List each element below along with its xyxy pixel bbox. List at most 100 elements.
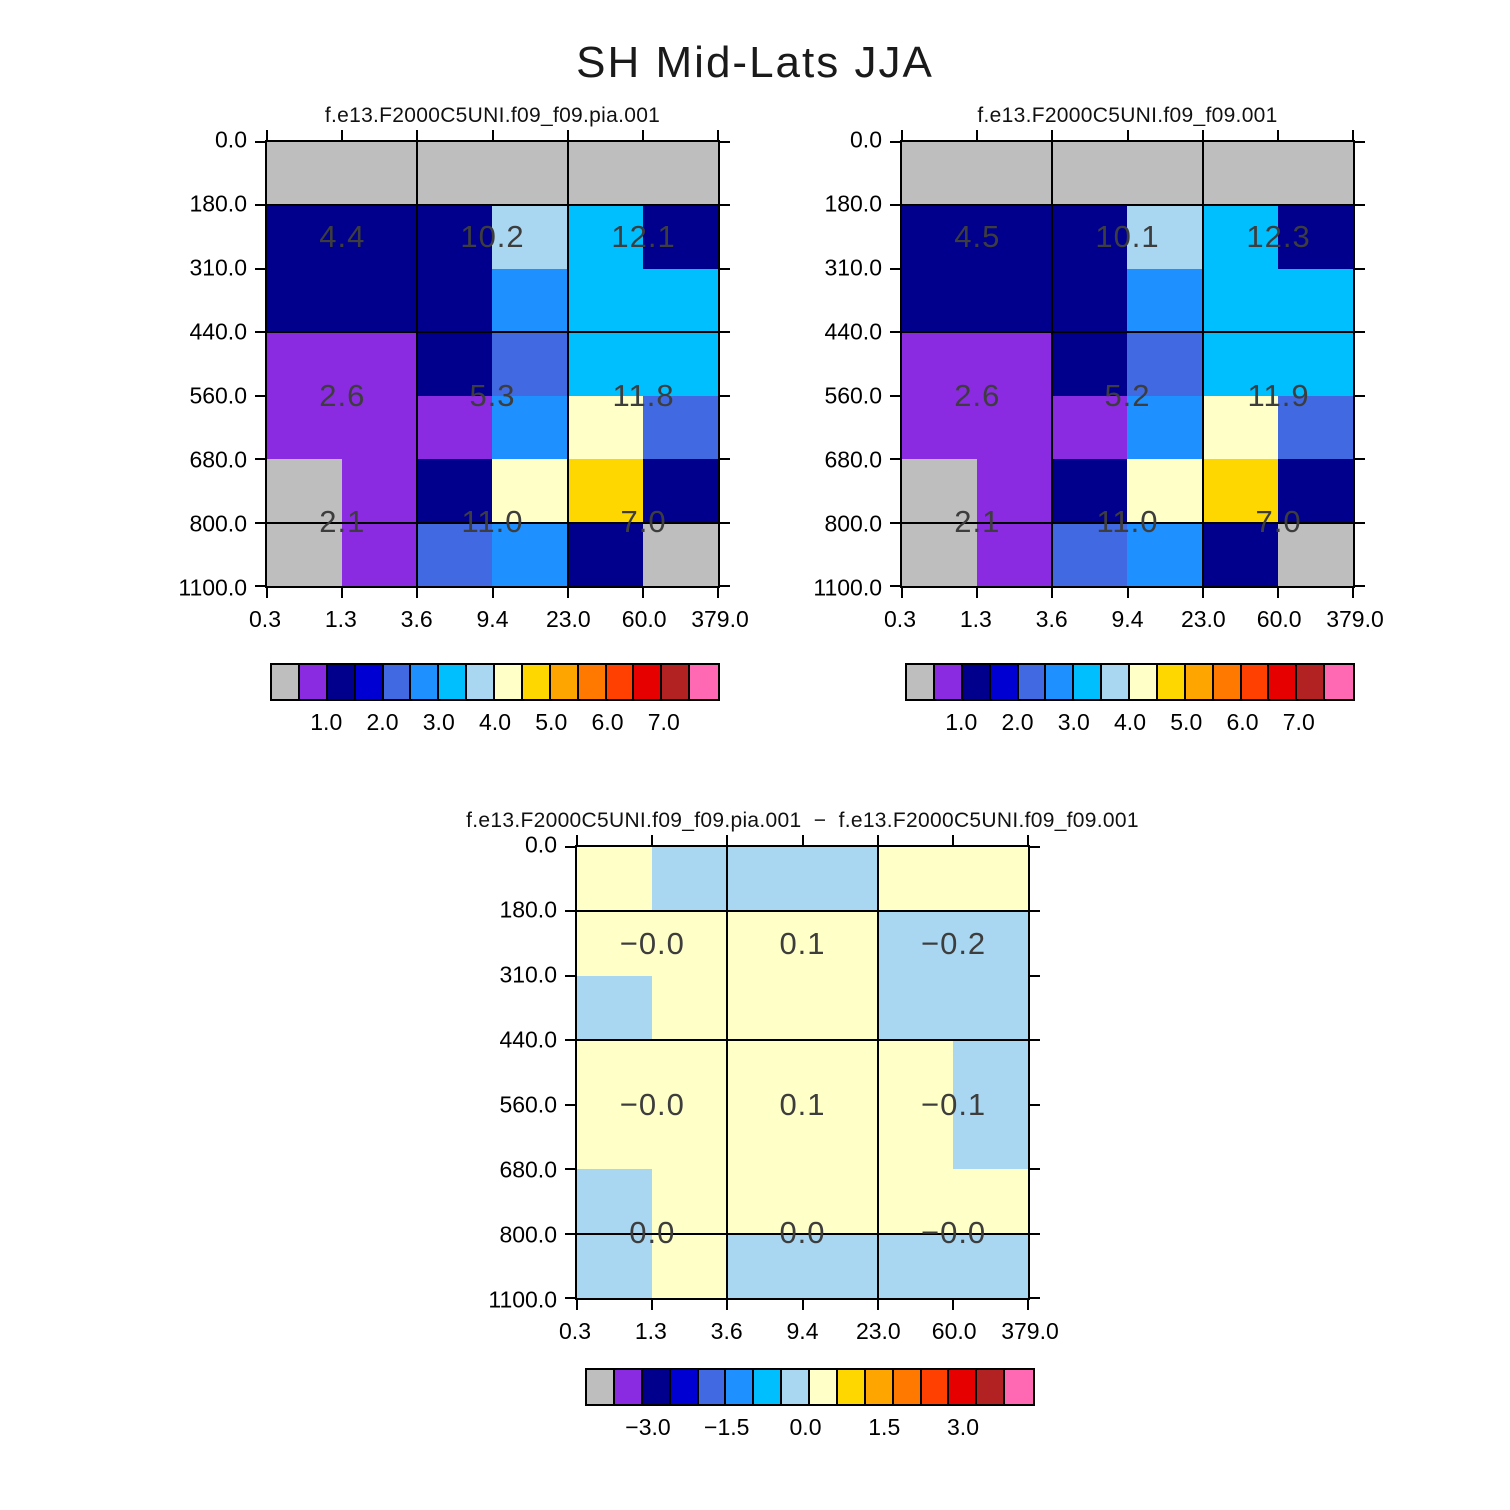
axis-tick <box>890 204 900 207</box>
heatmap-cell <box>977 268 1053 333</box>
axis-tick <box>1276 130 1279 140</box>
heatmap-cell <box>727 1233 803 1298</box>
heatmap-cell <box>1277 395 1353 460</box>
y-axis-tick-label: 0.0 <box>850 126 882 153</box>
heatmap-cell <box>1127 522 1203 586</box>
heatmap-cell <box>802 847 878 912</box>
x-axis-tick-label: 3.6 <box>1035 606 1068 632</box>
axis-tick <box>1355 521 1365 524</box>
block-gridline-vertical <box>566 142 569 586</box>
axis-tick <box>1030 1168 1040 1171</box>
block-gridline-horizontal <box>267 521 718 524</box>
colorbar-segment-orangered <box>1241 665 1270 699</box>
colorbar-segment-deepskyblue <box>754 1370 783 1404</box>
colorbar-tick-label: 5.0 <box>1170 709 1203 735</box>
heatmap-cell <box>267 332 343 396</box>
axis-tick <box>1355 394 1365 397</box>
y-axis-tick-label: 680.0 <box>499 1156 557 1183</box>
x-axis-tick-label: 379.0 <box>1326 606 1384 632</box>
axis-tick <box>726 1300 729 1310</box>
heatmap-cell <box>727 1169 803 1234</box>
axis-tick <box>1030 974 1040 977</box>
y-axis-tick-label: 800.0 <box>824 510 882 537</box>
colorbar-segment-paleblue <box>782 1370 810 1404</box>
heatmap-cell <box>267 205 343 269</box>
colorbar-segment-blue <box>355 665 384 699</box>
cell-value-label: 11.9 <box>1247 378 1310 414</box>
heatmap-cells <box>577 847 1028 1298</box>
heatmap-cell <box>1052 142 1128 206</box>
heatmap-cell <box>902 268 978 333</box>
axis-tick <box>1355 204 1365 207</box>
x-axis-tick-label: 3.6 <box>400 606 433 632</box>
axis-tick <box>720 585 730 587</box>
y-axis-tick-label: 310.0 <box>824 254 882 281</box>
block-gridline-horizontal <box>577 1232 1028 1235</box>
x-axis-tick-label: 60.0 <box>931 1318 977 1344</box>
y-axis-tick-label: 310.0 <box>499 961 557 988</box>
heatmap-cell <box>802 1040 878 1105</box>
heatmap-cell <box>652 1169 728 1234</box>
cell-value-label: 7.0 <box>1255 503 1302 539</box>
heatmap-cell <box>952 975 1028 1041</box>
y-axis-tick-label: 680.0 <box>824 446 882 473</box>
axis-tick <box>1126 130 1129 140</box>
colorbar-segment-gold <box>522 665 551 699</box>
cell-value-label: 2.1 <box>319 503 366 539</box>
axis-tick <box>951 1300 954 1310</box>
y-axis-tick-label: 180.0 <box>824 190 882 217</box>
heatmap-cell <box>977 142 1053 206</box>
colorbar-tick-label: 1.0 <box>945 709 978 735</box>
axis-tick <box>1030 1039 1040 1042</box>
axis-tick <box>1276 588 1279 598</box>
heatmap-cell <box>652 911 728 976</box>
cell-value-label: 2.1 <box>954 503 1001 539</box>
colorbar-segment-paleblue <box>1102 665 1130 699</box>
heatmap-cell <box>877 847 953 912</box>
cell-value-label: 10.1 <box>1095 219 1160 255</box>
axis-tick <box>1027 835 1029 845</box>
heatmap-cell <box>642 268 718 333</box>
heatmap-cell <box>642 459 718 523</box>
heatmap-cell <box>642 205 718 269</box>
colorbar-segment-royalblue <box>383 665 412 699</box>
heatmap-cell <box>577 847 653 912</box>
colorbar-segment-purple <box>299 665 328 699</box>
axis-tick <box>890 331 900 334</box>
colorbar-tick-label: 7.0 <box>647 709 680 735</box>
colorbar-segment-cream <box>1130 665 1158 699</box>
x-axis-tick-label: 1.3 <box>634 1318 667 1344</box>
axis-tick <box>801 835 804 845</box>
heatmap-cell <box>977 522 1053 586</box>
cell-value-label: 7.0 <box>620 503 667 539</box>
colorbar-tick-label: 2.0 <box>1001 709 1034 735</box>
block-gridline-vertical <box>1051 142 1054 586</box>
colorbar <box>585 1368 1035 1406</box>
block-gridline-vertical <box>1201 142 1204 586</box>
heatmap-cell <box>1052 522 1128 586</box>
axis-tick <box>1355 267 1365 270</box>
y-axis-tick-label: 180.0 <box>189 190 247 217</box>
block-gridline-horizontal <box>267 331 718 334</box>
axis-tick <box>976 588 979 598</box>
cell-value-label: 4.5 <box>954 219 1001 255</box>
cell-value-label: 5.3 <box>469 378 516 414</box>
panel-title: f.e13.F2000C5UNI.f09_f09.pia.001 − f.e13… <box>466 809 1139 832</box>
colorbar-tick-label: 1.5 <box>868 1414 901 1440</box>
x-axis-tick-label: 60.0 <box>621 606 667 632</box>
axis-tick <box>1201 130 1204 140</box>
axis-tick <box>255 267 265 270</box>
heatmap-cell <box>977 205 1053 269</box>
heatmap-cell <box>1277 142 1353 206</box>
cell-value-label: −0.1 <box>920 1087 987 1123</box>
heatmap-cell <box>1052 459 1128 523</box>
heatmap-plot-2: 4.5 10.1 12.3 2.6 5.2 11.9 2.1 11.0 7.0 <box>890 130 1365 598</box>
y-axis-tick-label: 800.0 <box>499 1221 557 1248</box>
heatmap-cell <box>727 911 803 976</box>
cell-value-label: 2.6 <box>319 378 366 414</box>
colorbar-segment-purple <box>614 1370 643 1404</box>
heatmap-cell <box>802 1104 878 1170</box>
cell-value-label: 5.2 <box>1104 378 1151 414</box>
axis-tick <box>1030 910 1040 913</box>
axis-tick <box>1030 1232 1040 1235</box>
